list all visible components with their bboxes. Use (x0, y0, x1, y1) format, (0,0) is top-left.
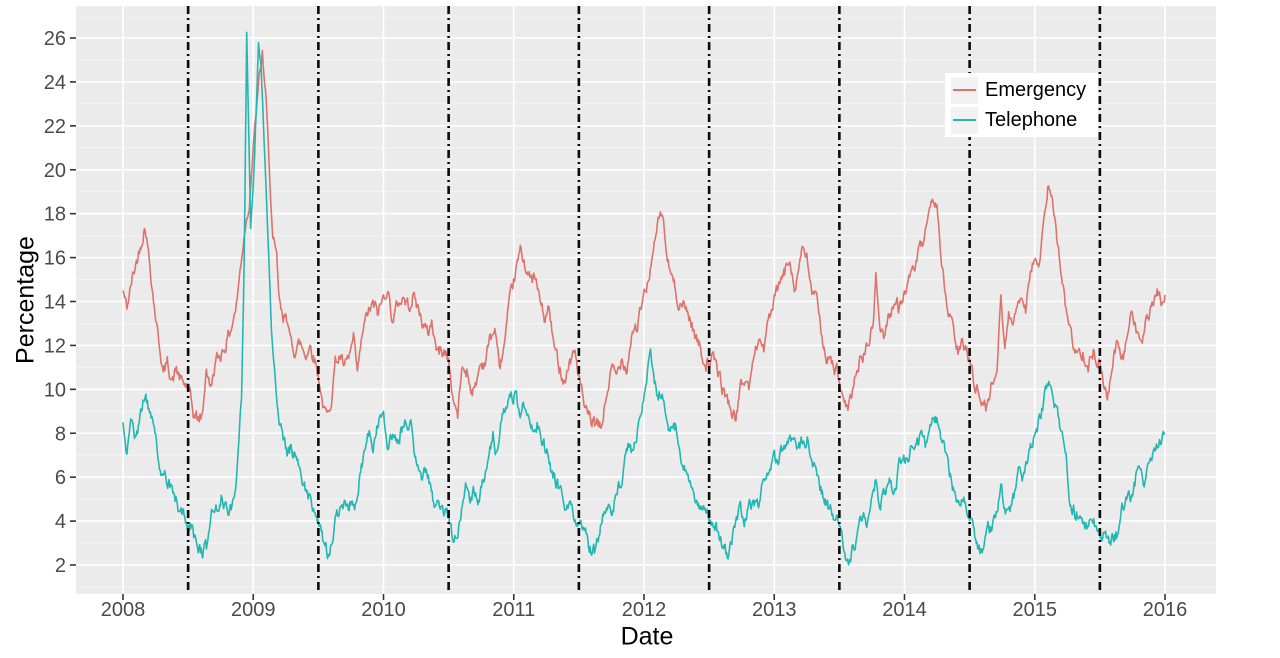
y-tick-label: 20 (44, 160, 66, 182)
y-tick-label: 16 (44, 248, 66, 270)
x-tick-label: 2016 (1143, 599, 1188, 621)
y-tick-label: 14 (44, 292, 66, 314)
emergency-line-icon (953, 89, 976, 91)
y-tick-label: 2 (55, 555, 66, 577)
x-tick-label: 2013 (752, 599, 797, 621)
y-axis-title: Percentage (11, 236, 40, 364)
legend: Emergency Telephone (945, 73, 1098, 137)
legend-row-emergency: Emergency (951, 76, 1098, 104)
emergency-series-key-icon (951, 76, 978, 104)
x-tick-label: 2011 (492, 599, 535, 621)
y-tick-label: 10 (44, 379, 66, 401)
y-tick-label: 12 (44, 335, 66, 357)
legend-label-emergency: Emergency (985, 79, 1087, 101)
telephone-series-key-icon (951, 106, 978, 134)
x-tick-label: 2009 (231, 599, 276, 621)
legend-label-telephone: Telephone (985, 109, 1078, 131)
x-tick-label: 2015 (1013, 599, 1058, 621)
x-tick-label: 2008 (101, 599, 146, 621)
y-tick-label: 8 (55, 423, 66, 445)
y-tick-label: 22 (44, 116, 66, 138)
x-tick-label: 2012 (622, 599, 667, 621)
legend-row-telephone: Telephone (951, 106, 1098, 134)
telephone-line-icon (953, 119, 976, 121)
y-tick-label: 26 (44, 28, 66, 50)
y-tick-label: 18 (44, 204, 66, 226)
y-tick-label: 24 (44, 72, 66, 94)
x-axis-title: Date (620, 622, 674, 651)
y-tick-label: 6 (55, 467, 66, 489)
telephone-series-line (122, 31, 1166, 566)
y-tick-label: 4 (55, 511, 66, 533)
emergency-series-line (122, 49, 1166, 429)
x-tick-label: 2010 (361, 599, 406, 621)
x-tick-label: 2014 (882, 599, 927, 621)
